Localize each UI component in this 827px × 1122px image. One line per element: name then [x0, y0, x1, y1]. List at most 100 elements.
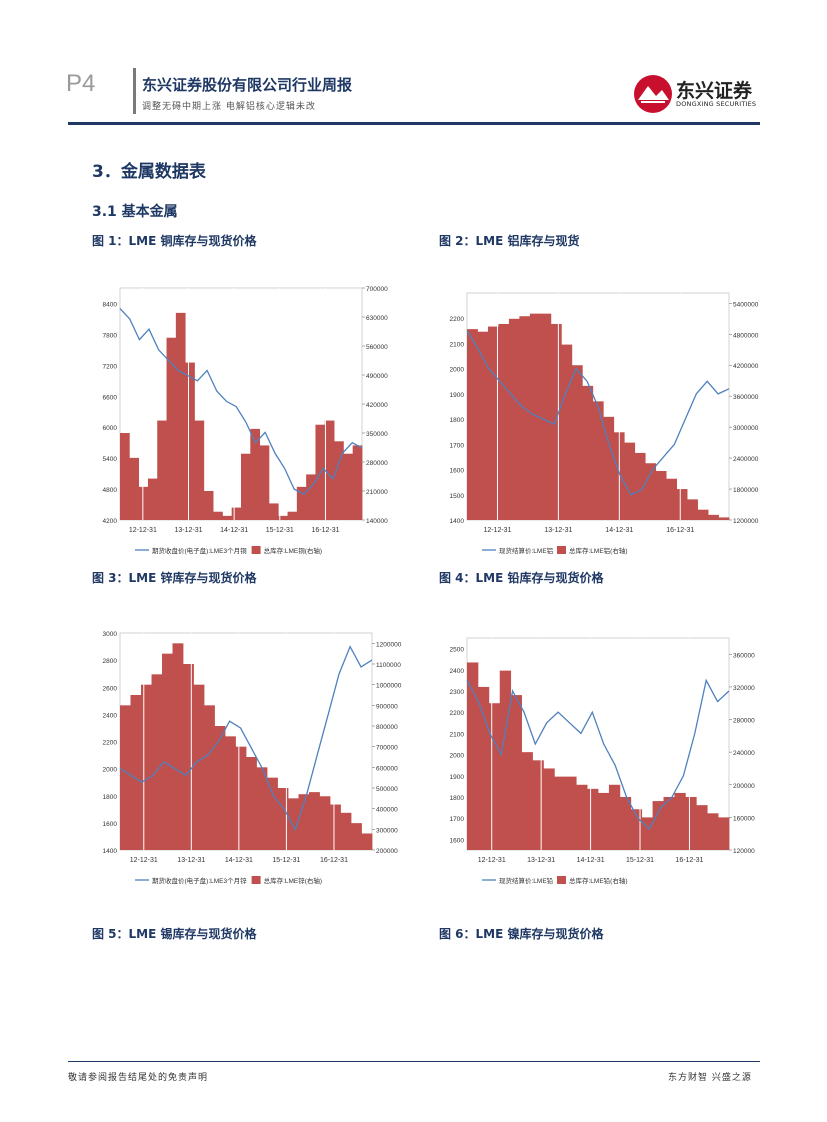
stock-bar [718, 517, 730, 520]
stock-bar [334, 441, 344, 520]
stock-bar [225, 736, 236, 850]
y-right-tick-label: 800000 [376, 724, 398, 731]
stock-bar [278, 515, 288, 520]
y-right-tick-label: 4800000 [733, 332, 759, 339]
stock-bar [120, 705, 131, 850]
price-line [466, 678, 730, 830]
price-line [466, 330, 730, 496]
logo-text-cn: 东兴证券 [676, 80, 753, 102]
y-left-tick-label: 1400 [103, 848, 118, 855]
y-left-tick-label: 2400 [103, 712, 118, 719]
y-right-tick-label: 700000 [376, 745, 398, 752]
lead-chart: 1600 1700 1800 1900 2000 2100 2200 2300 2400 2500… [450, 637, 755, 885]
x-tick-label: 14-12-31 [220, 527, 248, 534]
stock-bar [246, 757, 257, 850]
stock-bar [634, 452, 646, 520]
y-right-tick-label: 560000 [366, 344, 388, 351]
aluminum-chart: 1400 1500 1600 1700 1800 1900 2000 2100 2200 1200… [450, 292, 759, 555]
y-left-tick-label: 6600 [103, 394, 118, 401]
stock-bar [687, 499, 698, 520]
y-right-tick-label: 350000 [366, 431, 388, 438]
stock-bar [498, 323, 510, 520]
y-right-tick-label: 900000 [376, 703, 398, 710]
stock-bar [231, 507, 242, 520]
price-line [119, 308, 363, 496]
y-right-tick-label: 5400000 [733, 301, 759, 308]
y-left-tick-label: 2000 [450, 753, 465, 760]
stock-bar [204, 705, 215, 850]
x-tick-label: 13-12-31 [174, 527, 202, 534]
zinc-chart: 1400 1600 1800 2000 2200 2400 2600 2800 3000 2000… [103, 631, 402, 885]
y-left-tick-label: 1700 [450, 816, 465, 823]
stock-bar [250, 428, 261, 520]
y-left-tick-label: 1600 [103, 821, 118, 828]
x-tick-label: 12-12-31 [130, 857, 158, 864]
stock-bar [477, 331, 489, 520]
stock-bar [222, 515, 233, 520]
y-right-tick-label: 400000 [376, 807, 398, 814]
y-left-tick-label: 6000 [103, 425, 118, 432]
y-right-tick-label: 600000 [376, 765, 398, 772]
legend-stock-swatch [557, 876, 566, 884]
stock-bar [477, 686, 490, 850]
x-tick-label: 14-12-31 [225, 857, 253, 864]
stock-bar [603, 416, 615, 520]
stock-bar [130, 695, 142, 850]
stock-bar [521, 752, 533, 850]
legend-stock-swatch [251, 546, 261, 554]
stock-bar [652, 801, 664, 850]
y-left-tick-label: 1800 [450, 417, 465, 424]
stock-bar [288, 798, 299, 850]
y-left-tick-label: 1900 [450, 774, 465, 781]
stock-bar [324, 420, 335, 520]
stock-bar [141, 684, 152, 850]
legend-price-label: 现货结算价:LME铅 [499, 876, 554, 885]
stock-bar [352, 445, 363, 520]
stock-bar [467, 329, 478, 520]
header-divider [133, 68, 136, 114]
legend-stock-swatch [251, 876, 261, 884]
y-right-tick-label: 500000 [376, 786, 398, 793]
stock-bar [619, 797, 632, 850]
stock-bar [351, 823, 362, 850]
stock-bar [241, 453, 251, 520]
stock-bar [147, 478, 158, 520]
figure-6-caption: 图 6：LME 镍库存与现货价格 [439, 927, 604, 941]
legend-stock-swatch [557, 546, 566, 554]
y-right-tick-label: 1800000 [733, 487, 759, 494]
stock-bar [488, 703, 501, 850]
stock-bar [467, 662, 479, 850]
header-rule [68, 122, 760, 125]
legend-price-label: 期货收盘价(电子盘):LME3个月铜 [152, 546, 247, 555]
stock-bar [565, 776, 577, 850]
stock-bar [608, 784, 621, 850]
stock-bar [540, 313, 552, 520]
stock-bar [193, 684, 205, 850]
y-right-tick-label: 3600000 [733, 394, 759, 401]
y-right-tick-label: 4200000 [733, 363, 759, 370]
x-tick-label: 12-12-31 [483, 527, 511, 534]
figure-1-caption: 图 1：LME 铜库存与现货价格 [92, 234, 257, 248]
legend-stock-label: 总库存:LME铜(右轴) [264, 546, 323, 555]
stock-bar [157, 420, 167, 520]
stock-bar [576, 784, 588, 850]
y-left-tick-label: 2200 [450, 710, 465, 717]
y-right-tick-label: 360000 [733, 652, 755, 659]
y-right-tick-label: 200000 [733, 783, 755, 790]
stock-bar [641, 817, 653, 850]
y-left-tick-label: 2300 [450, 689, 465, 696]
figure-4-caption: 图 4：LME 铅库存与现货价格 [439, 571, 604, 585]
subsection-title: 3.1 基本金属 [92, 204, 178, 220]
x-tick-label: 13-12-31 [544, 527, 572, 534]
stock-bar [183, 664, 194, 850]
y-left-tick-label: 1800 [450, 795, 465, 802]
dongxing-logo-icon [634, 75, 672, 113]
y-right-tick-label: 420000 [366, 402, 388, 409]
y-right-tick-label: 210000 [366, 489, 388, 496]
stock-bar [287, 511, 298, 520]
y-left-tick-label: 1600 [450, 837, 465, 844]
stock-bar [508, 318, 520, 520]
stock-bar [645, 463, 657, 520]
y-left-tick-label: 7200 [103, 363, 118, 370]
stock-bar [151, 674, 163, 850]
